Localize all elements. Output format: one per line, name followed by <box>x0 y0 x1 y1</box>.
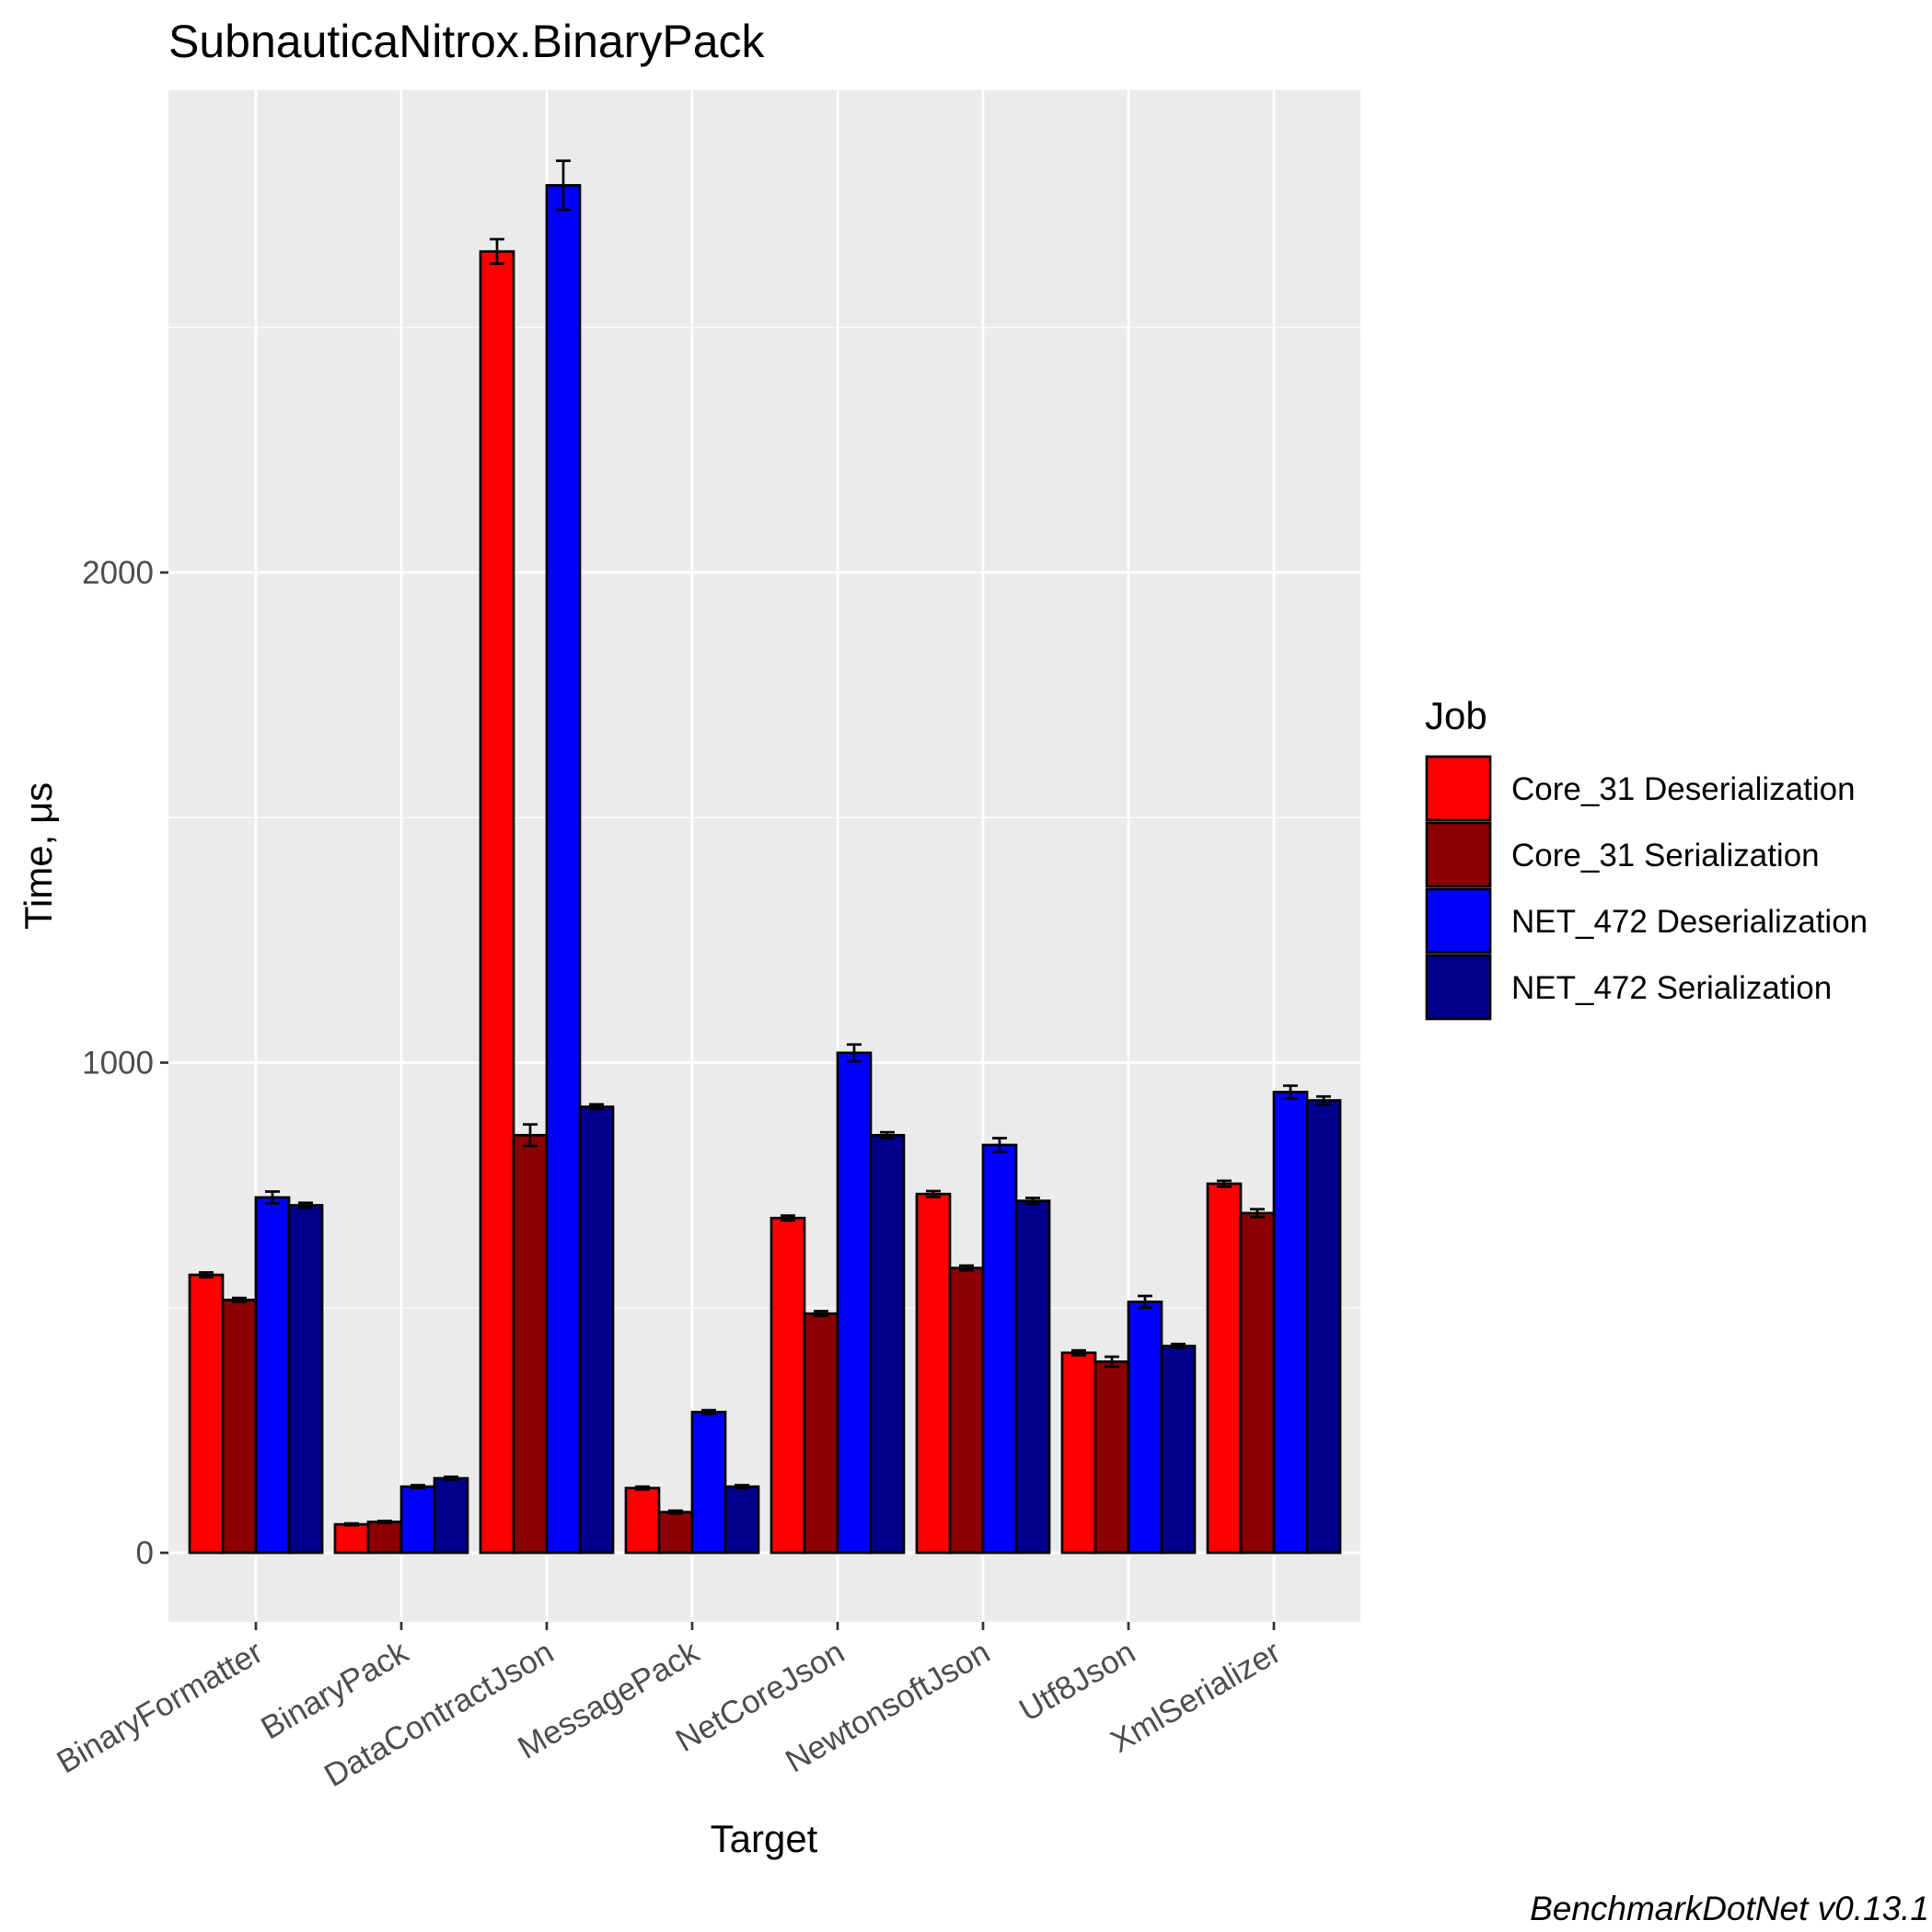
error-bar <box>1316 1094 1331 1106</box>
bar <box>769 1216 806 1555</box>
bar <box>1160 1344 1197 1555</box>
error-bar <box>589 1103 604 1111</box>
bar <box>690 1410 727 1555</box>
bar <box>657 1510 694 1555</box>
bar <box>479 249 515 1555</box>
bar <box>512 1133 549 1555</box>
bar <box>1206 1182 1243 1555</box>
bar <box>366 1521 403 1555</box>
error-bar <box>199 1271 214 1279</box>
error-bar <box>523 1123 538 1148</box>
error-bar <box>1283 1084 1298 1100</box>
bar <box>188 1273 225 1555</box>
error-bar <box>1138 1294 1152 1310</box>
y-tick-label: 1000 <box>82 1046 154 1082</box>
error-bar <box>735 1484 749 1490</box>
error-bar <box>701 1408 716 1416</box>
bar <box>836 1051 873 1555</box>
error-bar <box>959 1264 974 1272</box>
error-bar <box>344 1521 359 1527</box>
error-bar <box>411 1484 425 1490</box>
error-bars-layer <box>199 159 1331 1527</box>
bar <box>578 1105 615 1555</box>
error-bar <box>556 159 571 212</box>
bar <box>948 1267 985 1555</box>
bar <box>287 1204 324 1555</box>
error-bar <box>490 237 504 265</box>
error-bar <box>444 1475 458 1482</box>
x-tick-label: Utf8Json <box>1013 1634 1141 1729</box>
error-bar <box>926 1189 941 1198</box>
error-bar <box>232 1296 247 1303</box>
bar <box>803 1312 839 1555</box>
y-tick-label: 2000 <box>82 555 154 591</box>
error-bar <box>880 1130 895 1140</box>
y-axis: 0 1000 2000 <box>82 555 168 1571</box>
legend: Job Core_31 Deserialization Core_31 Seria… <box>1425 694 1868 1021</box>
legend-label: Core_31 Serialization <box>1511 838 1820 873</box>
error-bar <box>377 1520 392 1524</box>
y-axis-title: Time, μs <box>17 782 60 930</box>
chart-title: SubnauticaNitrox.BinaryPack <box>168 16 766 67</box>
bar <box>915 1192 952 1555</box>
error-bar <box>1071 1348 1086 1357</box>
legend-label: NET_472 Serialization <box>1511 970 1832 1006</box>
error-bar <box>847 1043 862 1063</box>
bar <box>545 183 582 1555</box>
bar <box>981 1143 1018 1555</box>
bar <box>1060 1351 1097 1555</box>
legend-swatch <box>1425 954 1492 1021</box>
legend-title: Job <box>1425 694 1487 737</box>
error-bar <box>992 1137 1007 1153</box>
bar <box>1014 1199 1051 1555</box>
bar <box>723 1485 760 1555</box>
bar <box>399 1485 436 1555</box>
bar <box>221 1298 258 1555</box>
error-bar <box>1250 1208 1265 1219</box>
error-bar <box>1025 1197 1040 1206</box>
legend-swatch <box>1425 821 1492 888</box>
legend-swatch <box>1425 887 1492 954</box>
bar <box>1305 1099 1342 1555</box>
y-tick-label: 0 <box>136 1535 154 1571</box>
error-bar <box>265 1190 280 1205</box>
x-axis-title: Target <box>711 1817 818 1860</box>
x-tick-label: BinaryFormatter <box>51 1634 269 1780</box>
bar <box>333 1522 370 1555</box>
error-bar <box>1171 1342 1186 1349</box>
bar <box>1093 1359 1130 1555</box>
bar <box>624 1487 661 1555</box>
bar <box>1127 1301 1163 1555</box>
error-bar <box>1105 1355 1119 1369</box>
bar <box>433 1476 469 1555</box>
error-bar <box>1217 1179 1232 1188</box>
x-axis: BinaryFormatterBinaryPackDataContractJso… <box>51 1622 1287 1794</box>
bar <box>1272 1091 1309 1555</box>
error-bar <box>635 1485 650 1491</box>
legend-swatch <box>1425 755 1492 822</box>
bar <box>869 1133 906 1555</box>
bar <box>1239 1211 1276 1555</box>
legend-label: NET_472 Deserialization <box>1511 904 1868 940</box>
error-bar <box>298 1201 313 1209</box>
legend-label: Core_31 Deserialization <box>1511 771 1856 807</box>
error-bar <box>814 1310 828 1318</box>
bar <box>254 1196 291 1555</box>
error-bar <box>781 1214 795 1222</box>
error-bar <box>668 1509 683 1515</box>
chart-caption: BenchmarkDotNet v0.13.1 <box>1530 1890 1929 1927</box>
